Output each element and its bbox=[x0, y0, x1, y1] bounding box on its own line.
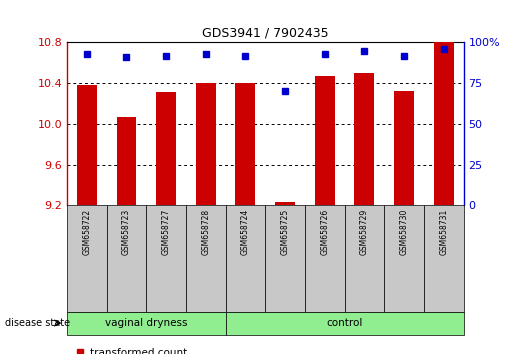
Bar bbox=[384, 205, 424, 312]
Bar bbox=[67, 312, 226, 335]
Text: GSM658731: GSM658731 bbox=[439, 209, 448, 255]
Bar bbox=[156, 92, 176, 205]
Bar bbox=[354, 73, 374, 205]
Text: GSM658726: GSM658726 bbox=[320, 209, 329, 255]
Text: GSM658728: GSM658728 bbox=[201, 209, 210, 255]
Bar bbox=[394, 91, 414, 205]
Bar bbox=[275, 202, 295, 205]
Bar bbox=[315, 76, 335, 205]
Bar bbox=[186, 205, 226, 312]
Text: GSM658727: GSM658727 bbox=[162, 209, 170, 255]
Text: control: control bbox=[327, 318, 363, 328]
Bar bbox=[226, 312, 464, 335]
Bar bbox=[107, 205, 146, 312]
Bar bbox=[305, 205, 345, 312]
Bar bbox=[235, 83, 255, 205]
Text: disease state: disease state bbox=[5, 318, 70, 328]
Text: GSM658730: GSM658730 bbox=[400, 209, 408, 255]
Bar bbox=[226, 205, 265, 312]
Bar bbox=[434, 42, 454, 205]
Bar bbox=[196, 83, 216, 205]
Bar bbox=[77, 85, 97, 205]
Text: GSM658724: GSM658724 bbox=[241, 209, 250, 255]
Bar bbox=[116, 117, 136, 205]
Text: GSM658722: GSM658722 bbox=[82, 209, 91, 255]
Bar bbox=[265, 205, 305, 312]
Text: GSM658729: GSM658729 bbox=[360, 209, 369, 255]
Legend: transformed count, percentile rank within the sample: transformed count, percentile rank withi… bbox=[72, 344, 270, 354]
Bar bbox=[67, 205, 107, 312]
Bar bbox=[424, 205, 464, 312]
Bar bbox=[345, 205, 384, 312]
Text: GSM658725: GSM658725 bbox=[281, 209, 289, 255]
Text: GSM658723: GSM658723 bbox=[122, 209, 131, 255]
Title: GDS3941 / 7902435: GDS3941 / 7902435 bbox=[202, 27, 329, 40]
Bar bbox=[146, 205, 186, 312]
Text: vaginal dryness: vaginal dryness bbox=[105, 318, 187, 328]
